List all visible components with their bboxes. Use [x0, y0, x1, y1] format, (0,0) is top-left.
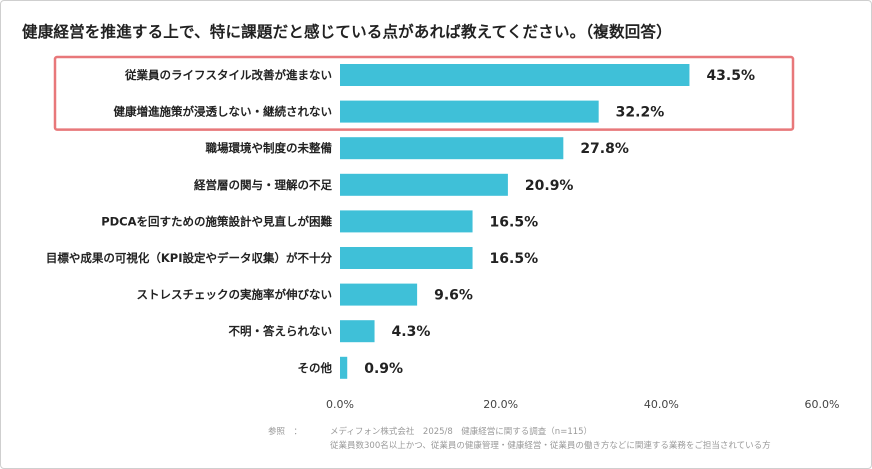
category-label: 職場環境や制度の未整備 — [206, 141, 333, 155]
chart-title: 健康経営を推進する上で、特に課題だと感じている点があれば教えてください。（複数回… — [22, 23, 672, 41]
bar — [340, 100, 599, 123]
x-tick-label: 20.0% — [483, 398, 518, 411]
data-label: 9.6% — [434, 288, 473, 304]
data-label: 32.2% — [616, 105, 665, 121]
category-label: 目標や成果の可視化（KPI設定やデータ収集）が不十分 — [46, 251, 333, 265]
bar — [340, 210, 473, 233]
bar — [340, 283, 418, 306]
x-tick-label: 0.0% — [326, 398, 354, 411]
category-label: 健康増進施策が浸透しない・継続されない — [114, 105, 333, 119]
data-label: 43.5% — [706, 68, 755, 84]
category-label: 不明・答えられない — [229, 324, 333, 338]
data-label: 16.5% — [490, 214, 539, 230]
bar — [340, 64, 690, 86]
source-line-1: メディフォン株式会社 2025/8 健康経営に関する調査（n=115） — [330, 427, 593, 437]
data-label: 27.8% — [580, 141, 629, 157]
source-line-2: 従業員数300名以上かつ、従業員の健康管理・健康経営・従業員の働き方などに関連す… — [330, 441, 771, 451]
category-label: 従業員のライフスタイル改善が進まない — [124, 68, 332, 82]
bar — [340, 173, 508, 196]
category-label: PDCAを回すための施策設計や見直しが困難 — [101, 214, 332, 228]
bar — [340, 356, 348, 379]
category-label: その他 — [298, 361, 333, 375]
x-tick-label: 60.0% — [805, 398, 840, 411]
source-label: 参照 ： — [268, 427, 303, 437]
category-label: 経営層の関与・理解の不足 — [194, 178, 332, 192]
data-label: 20.9% — [525, 178, 574, 194]
category-label: ストレスチェックの実施率が伸びない — [137, 288, 333, 302]
bar — [340, 320, 375, 343]
data-label: 16.5% — [490, 251, 539, 267]
data-label: 0.9% — [364, 361, 403, 377]
bar — [340, 247, 473, 269]
x-tick-label: 40.0% — [644, 398, 679, 411]
data-label: 4.3% — [392, 324, 431, 340]
highlight-box — [53, 55, 795, 131]
bar — [340, 137, 564, 160]
